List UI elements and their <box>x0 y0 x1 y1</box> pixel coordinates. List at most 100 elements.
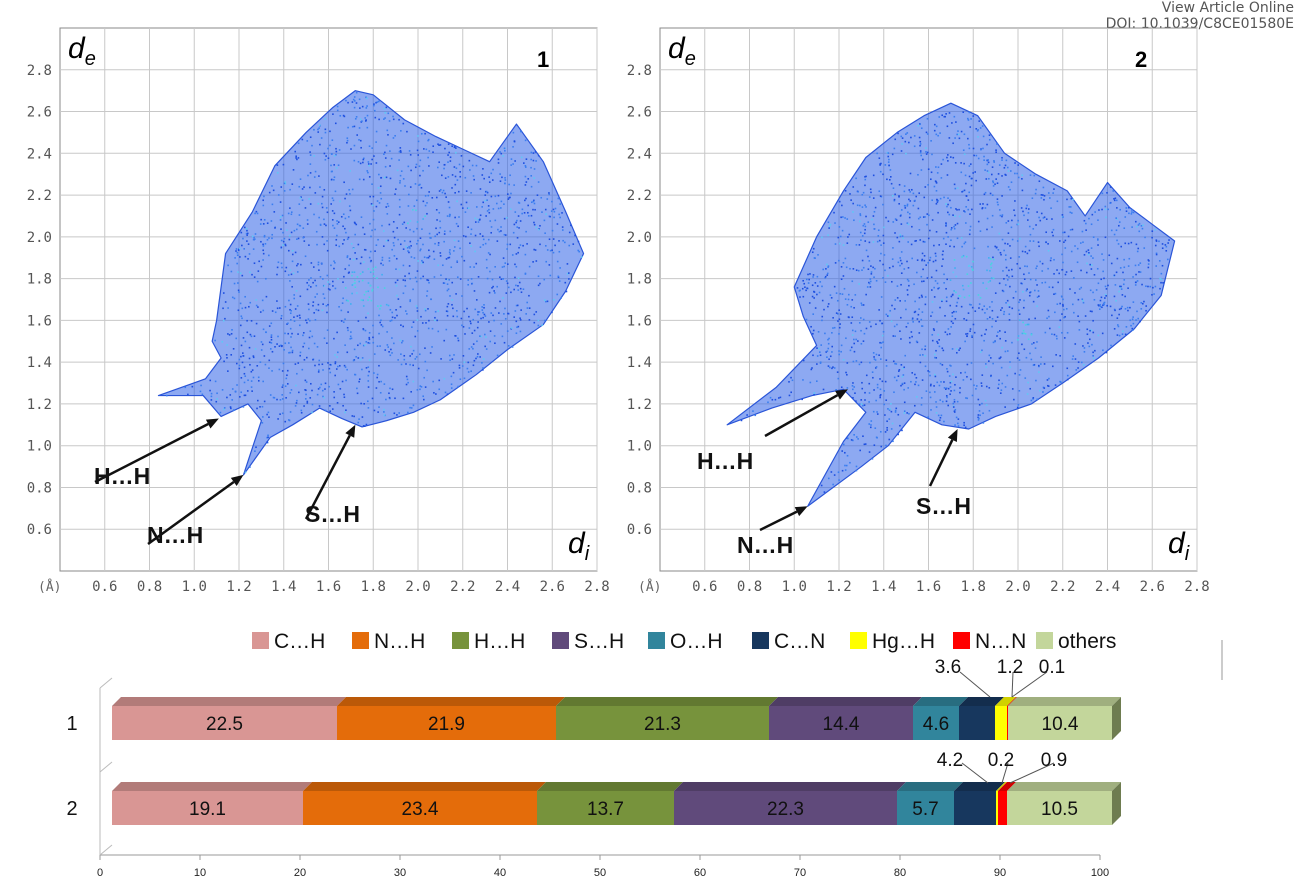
view-article-online-link[interactable]: View Article Online <box>1161 0 1294 16</box>
scatter-point <box>1094 211 1096 213</box>
scatter-point <box>873 356 875 358</box>
scatter-point <box>906 412 908 414</box>
scatter-point <box>384 117 386 119</box>
scatter-point <box>488 208 490 211</box>
scatter-point <box>971 394 974 397</box>
scatter-point <box>276 307 279 310</box>
scatter-point <box>412 364 414 367</box>
scatter-point <box>554 244 556 247</box>
scatter-point <box>885 444 887 447</box>
scatter-point <box>527 178 530 180</box>
x-tick-labels: 0.6 0.8 1.0 1.2 1.4 1.6 1.8 2.0 2.2 2.4 2.6 2.8 <box>692 579 1210 595</box>
bar-x-tick-label: 100 <box>1091 867 1109 879</box>
scatter-point <box>771 398 774 401</box>
scatter-point <box>987 161 990 164</box>
scatter-point <box>989 263 992 266</box>
scatter-point <box>326 211 329 214</box>
scatter-point <box>358 380 360 383</box>
scatter-point <box>290 213 293 216</box>
scatter-point <box>494 292 496 294</box>
scatter-point <box>1008 306 1011 308</box>
scatter-point <box>365 119 367 121</box>
scatter-point <box>305 389 307 392</box>
scatter-point <box>1012 297 1015 299</box>
scatter-point <box>1009 245 1011 247</box>
scatter-point <box>955 376 957 378</box>
scatter-point <box>247 258 249 260</box>
scatter-point <box>470 322 472 325</box>
scatter-point <box>330 264 332 267</box>
scatter-point <box>935 255 937 257</box>
scatter-point <box>281 386 284 388</box>
scatter-point <box>369 284 372 287</box>
scatter-point <box>1024 333 1027 335</box>
scatter-point <box>469 242 471 245</box>
scatter-point <box>411 353 413 355</box>
scatter-point <box>909 172 912 175</box>
scatter-point <box>306 288 309 291</box>
scatter-point <box>230 332 233 335</box>
scatter-point <box>1113 233 1116 236</box>
legend-swatch <box>552 632 569 649</box>
scatter-point <box>868 451 871 453</box>
scatter-point <box>299 178 302 180</box>
scatter-point <box>816 347 818 349</box>
scatter-point <box>807 282 810 284</box>
scatter-point <box>374 250 376 252</box>
scatter-point <box>898 195 900 197</box>
scatter-point <box>1019 237 1021 240</box>
scatter-point <box>900 150 903 152</box>
scatter-point <box>521 208 524 211</box>
scatter-point <box>1131 226 1133 228</box>
scatter-point <box>986 228 988 231</box>
scatter-point <box>348 205 351 207</box>
scatter-point <box>487 205 490 207</box>
scatter-point <box>841 229 844 232</box>
scatter-point <box>1137 247 1140 250</box>
scatter-point <box>323 337 326 340</box>
scatter-point <box>980 385 983 387</box>
scatter-point <box>463 377 466 380</box>
scatter-point <box>312 358 314 361</box>
scatter-point <box>840 386 843 389</box>
scatter-point <box>823 491 826 493</box>
scatter-point <box>481 174 484 176</box>
scatter-point <box>496 354 499 357</box>
scatter-point <box>962 288 965 291</box>
scatter-point <box>952 402 955 405</box>
scatter-point <box>416 242 418 245</box>
scatter-point <box>921 252 924 255</box>
scatter-point <box>492 168 494 171</box>
scatter-point <box>1075 369 1078 371</box>
scatter-point <box>1003 167 1006 169</box>
scatter-point <box>507 286 510 289</box>
scatter-point <box>1009 361 1011 363</box>
scatter-point <box>447 176 450 178</box>
scatter-point <box>359 273 362 275</box>
scatter-point <box>933 329 936 332</box>
scatter-point <box>827 342 830 345</box>
scatter-point <box>482 369 484 371</box>
scatter-point <box>1078 329 1081 331</box>
scatter-point <box>805 318 808 321</box>
scatter-point <box>1023 332 1025 335</box>
scatter-point <box>779 396 782 399</box>
scatter-point <box>914 310 917 313</box>
scatter-point <box>477 276 480 278</box>
scatter-point <box>360 146 362 149</box>
scatter-point <box>892 187 895 189</box>
scatter-point <box>860 361 863 364</box>
scatter-point <box>239 302 242 305</box>
scatter-point <box>1043 216 1046 219</box>
scatter-point <box>243 248 246 250</box>
scatter-point <box>820 344 823 346</box>
scatter-point <box>868 382 871 385</box>
scatter-point <box>903 382 906 384</box>
scatter-point <box>365 120 367 122</box>
bars: 22.5 21.9 21.3 14.4 4.63.6 1.2 0.110.419.1 23.4… <box>112 657 1121 825</box>
scatter-point <box>240 377 243 379</box>
scatter-point <box>942 250 944 253</box>
scatter-point <box>310 286 312 288</box>
scatter-point <box>250 386 253 388</box>
scatter-point <box>950 295 953 298</box>
